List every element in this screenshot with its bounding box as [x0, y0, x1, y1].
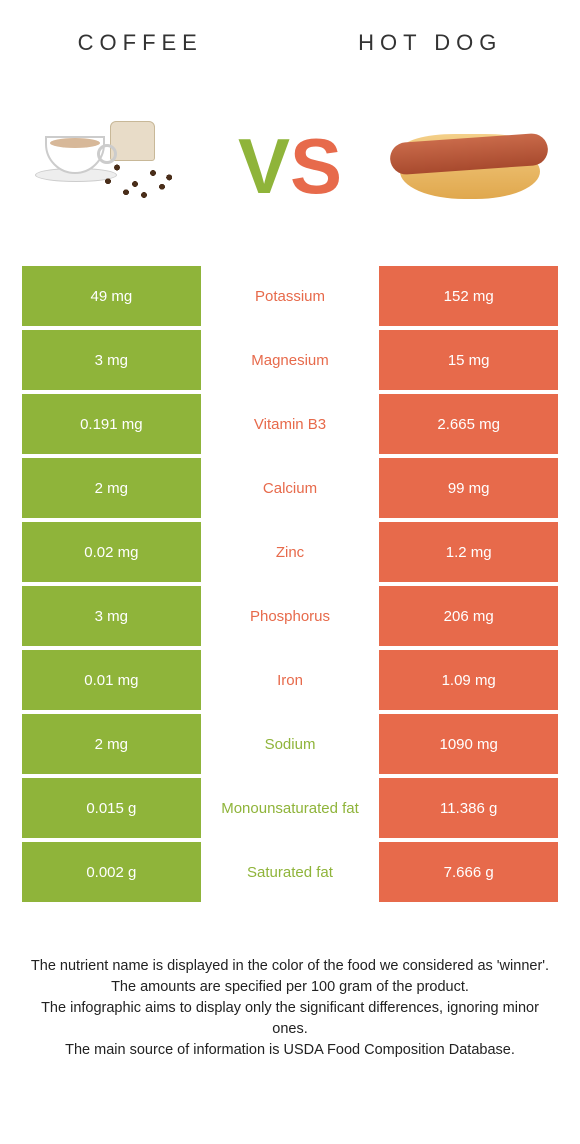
right-value: 1.09 mg — [379, 650, 558, 710]
comparison-table: 49 mgPotassium152 mg3 mgMagnesium15 mg0.… — [0, 266, 580, 902]
right-value: 99 mg — [379, 458, 558, 518]
right-value: 11.386 g — [379, 778, 558, 838]
nutrient-label: Monounsaturated fat — [201, 778, 380, 838]
left-value: 0.191 mg — [22, 394, 201, 454]
left-value: 0.01 mg — [22, 650, 201, 710]
vs-v: V — [238, 127, 290, 205]
footnote-line: The amounts are specified per 100 gram o… — [22, 977, 558, 998]
header: COFFEE HOT DOG — [0, 0, 580, 76]
nutrient-label: Calcium — [201, 458, 380, 518]
right-food-title: HOT DOG — [358, 30, 502, 56]
coffee-icon — [30, 106, 190, 226]
nutrient-label: Vitamin B3 — [201, 394, 380, 454]
left-value: 0.002 g — [22, 842, 201, 902]
table-row: 2 mgCalcium99 mg — [22, 458, 558, 518]
left-value: 3 mg — [22, 330, 201, 390]
vs-row: VS — [0, 76, 580, 266]
table-row: 0.01 mgIron1.09 mg — [22, 650, 558, 710]
left-value: 49 mg — [22, 266, 201, 326]
nutrient-label: Magnesium — [201, 330, 380, 390]
left-value: 2 mg — [22, 714, 201, 774]
footnote-line: The main source of information is USDA F… — [22, 1040, 558, 1061]
nutrient-label: Sodium — [201, 714, 380, 774]
right-value: 2.665 mg — [379, 394, 558, 454]
nutrient-label: Iron — [201, 650, 380, 710]
table-row: 0.02 mgZinc1.2 mg — [22, 522, 558, 582]
right-value: 1090 mg — [379, 714, 558, 774]
vs-label: VS — [238, 127, 342, 205]
left-food-title: COFFEE — [78, 30, 203, 56]
table-row: 0.015 gMonounsaturated fat11.386 g — [22, 778, 558, 838]
right-value: 206 mg — [379, 586, 558, 646]
right-value: 7.666 g — [379, 842, 558, 902]
table-row: 2 mgSodium1090 mg — [22, 714, 558, 774]
table-row: 3 mgMagnesium15 mg — [22, 330, 558, 390]
footnote-line: The nutrient name is displayed in the co… — [22, 956, 558, 977]
table-row: 0.002 gSaturated fat7.666 g — [22, 842, 558, 902]
right-value: 1.2 mg — [379, 522, 558, 582]
table-row: 3 mgPhosphorus206 mg — [22, 586, 558, 646]
vs-s: S — [290, 127, 342, 205]
footnote: The nutrient name is displayed in the co… — [0, 906, 580, 1061]
left-value: 2 mg — [22, 458, 201, 518]
table-row: 0.191 mgVitamin B32.665 mg — [22, 394, 558, 454]
table-row: 49 mgPotassium152 mg — [22, 266, 558, 326]
left-value: 0.02 mg — [22, 522, 201, 582]
hotdog-icon — [390, 106, 550, 226]
nutrient-label: Zinc — [201, 522, 380, 582]
right-value: 152 mg — [379, 266, 558, 326]
right-value: 15 mg — [379, 330, 558, 390]
footnote-line: The infographic aims to display only the… — [22, 998, 558, 1040]
nutrient-label: Potassium — [201, 266, 380, 326]
nutrient-label: Phosphorus — [201, 586, 380, 646]
left-value: 3 mg — [22, 586, 201, 646]
left-value: 0.015 g — [22, 778, 201, 838]
nutrient-label: Saturated fat — [201, 842, 380, 902]
